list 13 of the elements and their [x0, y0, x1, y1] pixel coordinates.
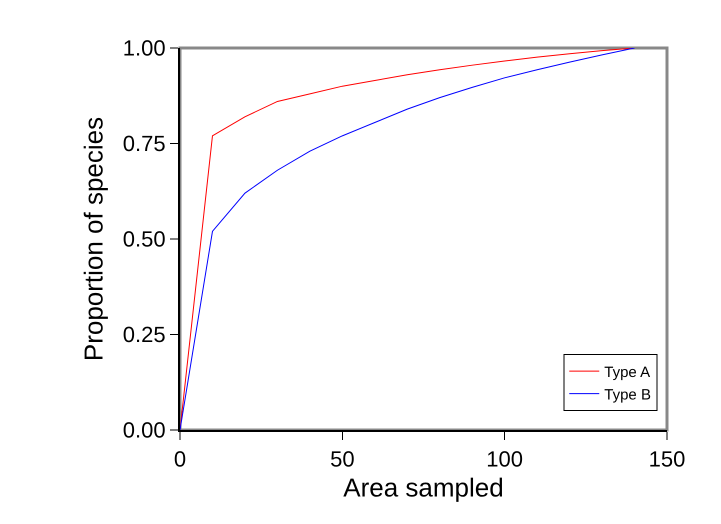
- x-tick-label: 100: [486, 446, 524, 472]
- y-tick-label: 0.25: [122, 322, 166, 348]
- x-axis-title: Area sampled: [343, 472, 504, 503]
- y-tick-label: 0.50: [122, 226, 166, 252]
- y-tick-label: 0.00: [122, 418, 166, 443]
- y-tick-label: 0.75: [122, 131, 166, 156]
- x-tick-label: 150: [648, 446, 686, 472]
- x-tick-label: 0: [174, 446, 186, 472]
- legend-label: Type A: [604, 364, 650, 381]
- y-axis-title: Proportion of species: [78, 116, 109, 362]
- y-tick-label: 1.00: [122, 36, 166, 61]
- legend-label: Type B: [604, 386, 651, 404]
- x-tick-label: 50: [330, 446, 355, 472]
